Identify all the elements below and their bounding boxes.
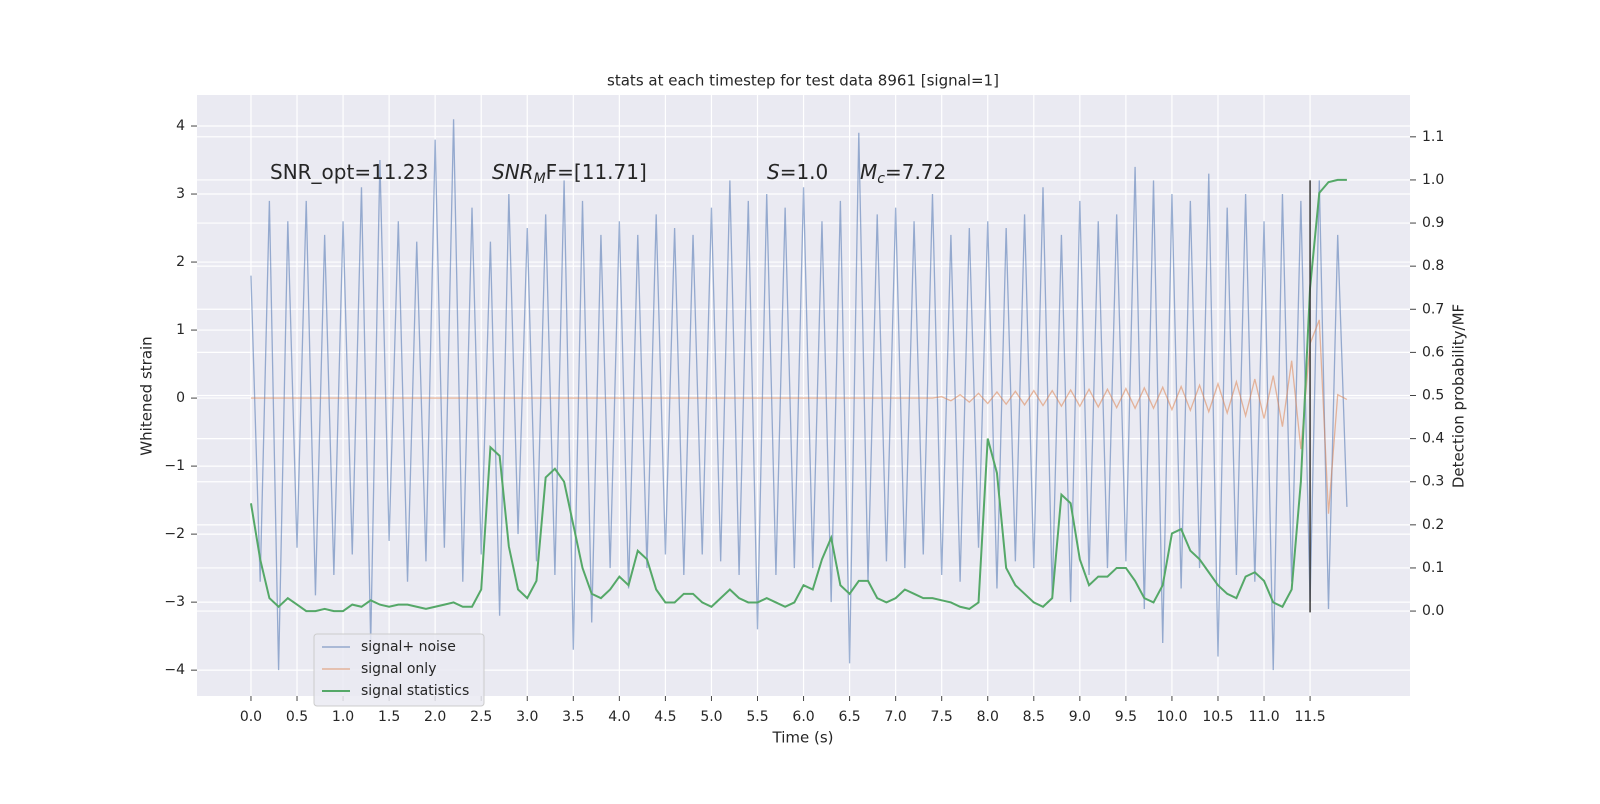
- x-tick-label: 4.5: [654, 709, 676, 725]
- x-tick-label: 8.5: [1023, 709, 1045, 725]
- annotation-base: S: [767, 160, 780, 184]
- y2-tick-label: 0.4: [1422, 431, 1444, 447]
- y2-tick-label: 0.7: [1422, 301, 1444, 317]
- series-line: [250, 319, 1348, 514]
- annotation-rest: =1.0: [780, 160, 829, 184]
- x-tick-label: 4.0: [608, 709, 630, 725]
- y2-tick-label: 0.8: [1422, 258, 1444, 274]
- annotation-base: SNR: [492, 160, 534, 184]
- y2-tick-label: 0.5: [1422, 388, 1444, 404]
- y-tick-label: −2: [164, 526, 185, 542]
- x-tick-label: 2.0: [424, 709, 446, 725]
- y2-tick-label: 1.0: [1422, 172, 1444, 188]
- x-tick-label: 8.0: [977, 709, 999, 725]
- x-tick-label: 7.0: [885, 709, 907, 725]
- y2-tick-label: 0.3: [1422, 474, 1444, 490]
- y2-tick-label: 0.2: [1422, 517, 1444, 533]
- y2-tick-label: 1.1: [1422, 129, 1444, 145]
- y2-tick-label: 0.1: [1422, 560, 1444, 576]
- x-tick-label: 1.5: [378, 709, 400, 725]
- y-tick-label: 3: [176, 186, 185, 202]
- x-tick-label: 9.5: [1115, 709, 1137, 725]
- annotation: Mc=7.72: [860, 160, 946, 188]
- annotation-rest: F=[11.71]: [546, 160, 647, 184]
- legend-label: signal statistics: [361, 683, 469, 699]
- x-tick-label: 11.5: [1294, 709, 1325, 725]
- annotation-sub: M: [534, 171, 546, 187]
- annotation-rest: SNR_opt=11.23: [270, 160, 428, 184]
- x-tick-label: 1.0: [332, 709, 354, 725]
- y-tick-label: 2: [176, 254, 185, 270]
- x-tick-label: 3.5: [562, 709, 584, 725]
- x-tick-label: 10.0: [1156, 709, 1187, 725]
- y-tick-label: 4: [176, 118, 185, 134]
- x-tick-label: 11.0: [1248, 709, 1279, 725]
- y-tick-label: −1: [164, 458, 185, 474]
- x-tick-label: 5.0: [700, 709, 722, 725]
- x-tick-label: 6.0: [792, 709, 814, 725]
- chart-title: stats at each timestep for test data 896…: [607, 72, 999, 90]
- legend-label: signal only: [361, 661, 436, 677]
- annotation: S=1.0: [767, 160, 828, 184]
- x-tick-label: 0.5: [286, 709, 308, 725]
- y2-axis-label: Detection probability/MF: [1450, 304, 1468, 488]
- x-tick-label: 5.5: [746, 709, 768, 725]
- legend-label: signal+ noise: [361, 639, 456, 655]
- x-tick-label: 7.5: [931, 709, 953, 725]
- y-axis-label: Whitened strain: [138, 336, 156, 455]
- series-line: [249, 178, 1347, 613]
- y2-tick-label: 0.9: [1422, 215, 1444, 231]
- x-tick-label: 10.5: [1202, 709, 1233, 725]
- y2-tick-label: 0.0: [1422, 603, 1444, 619]
- x-tick-label: 3.0: [516, 709, 538, 725]
- x-tick-label: 0.0: [240, 709, 262, 725]
- y2-tick-label: 0.6: [1422, 344, 1444, 360]
- y-tick-label: 1: [176, 322, 185, 338]
- series-line: [250, 119, 1348, 671]
- x-tick-label: 9.0: [1069, 709, 1091, 725]
- annotation-base: M: [860, 160, 877, 184]
- annotation-rest: =7.72: [885, 160, 946, 184]
- legend-box: [313, 633, 485, 707]
- x-axis-label: Time (s): [772, 729, 834, 747]
- annotation-sub: c: [877, 171, 885, 187]
- annotation: SNR_opt=11.23: [270, 160, 428, 184]
- y-tick-label: −4: [164, 662, 185, 678]
- y-tick-label: 0: [176, 390, 185, 406]
- x-tick-label: 2.5: [470, 709, 492, 725]
- annotation: SNRMF=[11.71]: [492, 160, 647, 188]
- x-tick-label: 6.5: [838, 709, 860, 725]
- y-tick-label: −3: [164, 594, 185, 610]
